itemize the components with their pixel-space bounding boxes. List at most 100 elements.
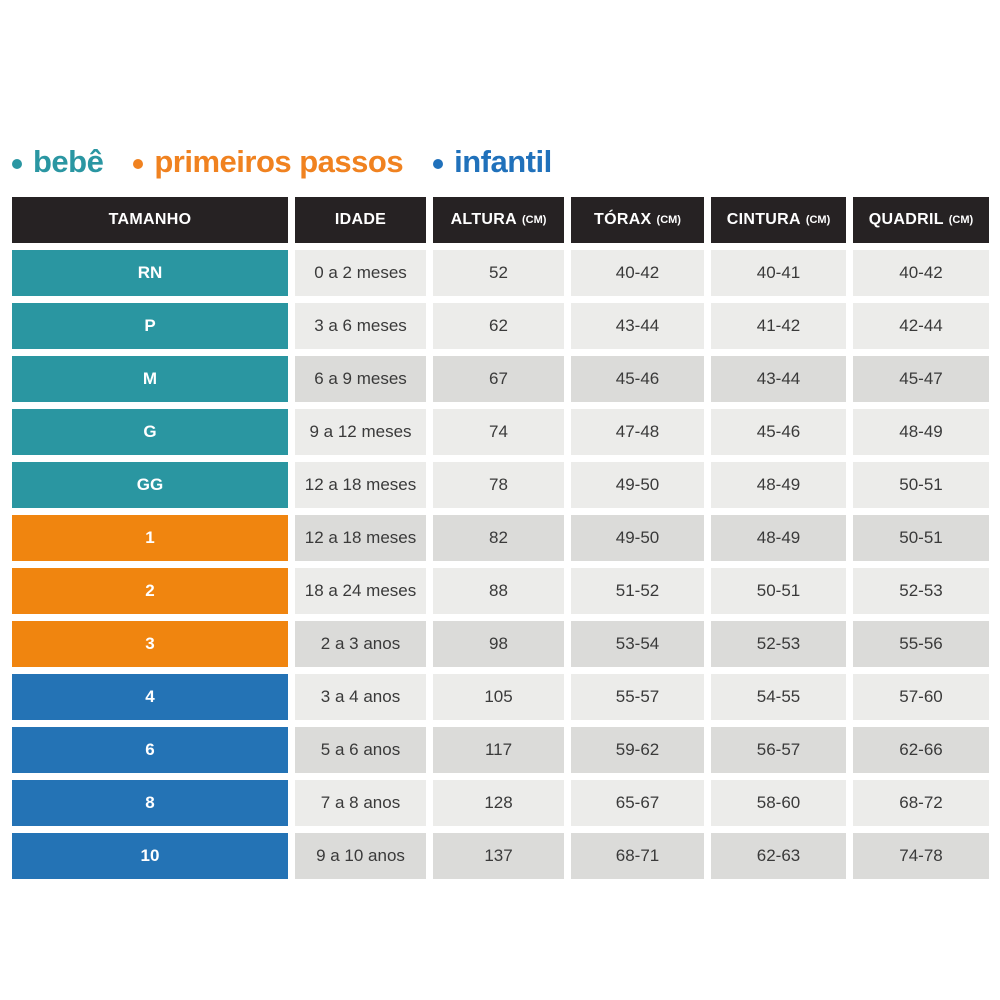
waist-cell: 52-53 bbox=[711, 621, 846, 667]
hip-cell: 62-66 bbox=[853, 727, 989, 773]
height-cell: 137 bbox=[433, 833, 564, 879]
table-row: 1 12 a 18 meses 82 49-50 48-49 50-51 bbox=[12, 515, 989, 561]
legend-bullet-icon bbox=[12, 158, 22, 169]
legend-item-label: infantil bbox=[454, 144, 552, 179]
age-cell: 6 a 9 meses bbox=[295, 356, 426, 402]
table-row: 6 5 a 6 anos 117 59-62 56-57 62-66 bbox=[12, 727, 989, 773]
height-cell: 105 bbox=[433, 674, 564, 720]
hip-cell: 57-60 bbox=[853, 674, 989, 720]
height-cell: 128 bbox=[433, 780, 564, 826]
hip-cell: 55-56 bbox=[853, 621, 989, 667]
column-header: TAMANHO bbox=[12, 197, 288, 243]
chest-cell: 45-46 bbox=[571, 356, 704, 402]
height-cell: 98 bbox=[433, 621, 564, 667]
legend-bullet-icon bbox=[433, 158, 444, 169]
table-row: 3 2 a 3 anos 98 53-54 52-53 55-56 bbox=[12, 621, 989, 667]
height-cell: 62 bbox=[433, 303, 564, 349]
waist-cell: 45-46 bbox=[711, 409, 846, 455]
hip-cell: 42-44 bbox=[853, 303, 989, 349]
chest-cell: 59-62 bbox=[571, 727, 704, 773]
waist-cell: 43-44 bbox=[711, 356, 846, 402]
chest-cell: 49-50 bbox=[571, 515, 704, 561]
table-row: G 9 a 12 meses 74 47-48 45-46 48-49 bbox=[12, 409, 989, 455]
waist-cell: 62-63 bbox=[711, 833, 846, 879]
waist-cell: 54-55 bbox=[711, 674, 846, 720]
hip-cell: 45-47 bbox=[853, 356, 989, 402]
column-header-label: ALTURA bbox=[450, 211, 517, 228]
age-cell: 12 a 18 meses bbox=[295, 462, 426, 508]
legend-item: infantil bbox=[433, 146, 552, 177]
size-cell: 8 bbox=[12, 780, 288, 826]
size-cell: 3 bbox=[12, 621, 288, 667]
table-row: M 6 a 9 meses 67 45-46 43-44 45-47 bbox=[12, 356, 989, 402]
column-header: ALTURA (CM) bbox=[433, 197, 564, 243]
waist-cell: 56-57 bbox=[711, 727, 846, 773]
size-cell: 1 bbox=[12, 515, 288, 561]
size-cell: RN bbox=[12, 250, 288, 296]
size-cell: 10 bbox=[12, 833, 288, 879]
table-row: GG 12 a 18 meses 78 49-50 48-49 50-51 bbox=[12, 462, 989, 508]
chest-cell: 51-52 bbox=[571, 568, 704, 614]
waist-cell: 40-41 bbox=[711, 250, 846, 296]
waist-cell: 50-51 bbox=[711, 568, 846, 614]
chest-cell: 43-44 bbox=[571, 303, 704, 349]
column-header-label: IDADE bbox=[334, 211, 387, 228]
column-header-unit: (CM) bbox=[521, 214, 547, 226]
age-cell: 3 a 6 meses bbox=[295, 303, 426, 349]
waist-cell: 48-49 bbox=[711, 462, 846, 508]
chest-cell: 65-67 bbox=[571, 780, 704, 826]
table-row: 4 3 a 4 anos 105 55-57 54-55 57-60 bbox=[12, 674, 989, 720]
legend-item: primeiros passos bbox=[133, 144, 404, 179]
size-cell: 4 bbox=[12, 674, 288, 720]
age-cell: 18 a 24 meses bbox=[295, 568, 426, 614]
column-header: CINTURA (CM) bbox=[711, 197, 846, 243]
age-cell: 5 a 6 anos bbox=[295, 727, 426, 773]
column-header-unit: (CM) bbox=[656, 214, 681, 226]
column-header-label: QUADRIL bbox=[868, 211, 944, 228]
table-row: 10 9 a 10 anos 137 68-71 62-63 74-78 bbox=[12, 833, 989, 879]
size-cell: G bbox=[12, 409, 288, 455]
size-chart-table: TAMANHO IDADE ALTURA (CM) TÓRAX (CM) CIN… bbox=[12, 197, 989, 886]
height-cell: 82 bbox=[433, 515, 564, 561]
size-cell: 2 bbox=[12, 568, 288, 614]
age-cell: 2 a 3 anos bbox=[295, 621, 426, 667]
legend: bebê primeiros passos infantil bbox=[12, 146, 552, 177]
age-cell: 9 a 12 meses bbox=[295, 409, 426, 455]
chest-cell: 49-50 bbox=[571, 462, 704, 508]
table-body: RN 0 a 2 meses 52 40-42 40-41 40-42 P 3 … bbox=[12, 250, 989, 879]
column-header-label: CINTURA bbox=[726, 211, 801, 228]
legend-item-label: primeiros passos bbox=[154, 144, 404, 179]
size-cell: P bbox=[12, 303, 288, 349]
height-cell: 52 bbox=[433, 250, 564, 296]
size-cell: GG bbox=[12, 462, 288, 508]
chest-cell: 40-42 bbox=[571, 250, 704, 296]
header-row: TAMANHO IDADE ALTURA (CM) TÓRAX (CM) CIN… bbox=[12, 197, 989, 243]
table-row: 8 7 a 8 anos 128 65-67 58-60 68-72 bbox=[12, 780, 989, 826]
column-header-label: TÓRAX bbox=[594, 211, 652, 228]
waist-cell: 41-42 bbox=[711, 303, 846, 349]
age-cell: 7 a 8 anos bbox=[295, 780, 426, 826]
age-cell: 12 a 18 meses bbox=[295, 515, 426, 561]
height-cell: 88 bbox=[433, 568, 564, 614]
legend-item-label: bebê bbox=[33, 144, 104, 179]
waist-cell: 58-60 bbox=[711, 780, 846, 826]
height-cell: 74 bbox=[433, 409, 564, 455]
hip-cell: 52-53 bbox=[853, 568, 989, 614]
age-cell: 9 a 10 anos bbox=[295, 833, 426, 879]
column-header-unit: (CM) bbox=[805, 214, 831, 226]
chest-cell: 47-48 bbox=[571, 409, 704, 455]
column-header-unit: (CM) bbox=[948, 214, 974, 226]
column-header-label: TAMANHO bbox=[108, 211, 192, 228]
height-cell: 67 bbox=[433, 356, 564, 402]
hip-cell: 50-51 bbox=[853, 462, 989, 508]
hip-cell: 74-78 bbox=[853, 833, 989, 879]
hip-cell: 48-49 bbox=[853, 409, 989, 455]
age-cell: 0 a 2 meses bbox=[295, 250, 426, 296]
height-cell: 78 bbox=[433, 462, 564, 508]
table-row: RN 0 a 2 meses 52 40-42 40-41 40-42 bbox=[12, 250, 989, 296]
waist-cell: 48-49 bbox=[711, 515, 846, 561]
height-cell: 117 bbox=[433, 727, 564, 773]
hip-cell: 40-42 bbox=[853, 250, 989, 296]
table-row: P 3 a 6 meses 62 43-44 41-42 42-44 bbox=[12, 303, 989, 349]
column-header: QUADRIL (CM) bbox=[853, 197, 989, 243]
